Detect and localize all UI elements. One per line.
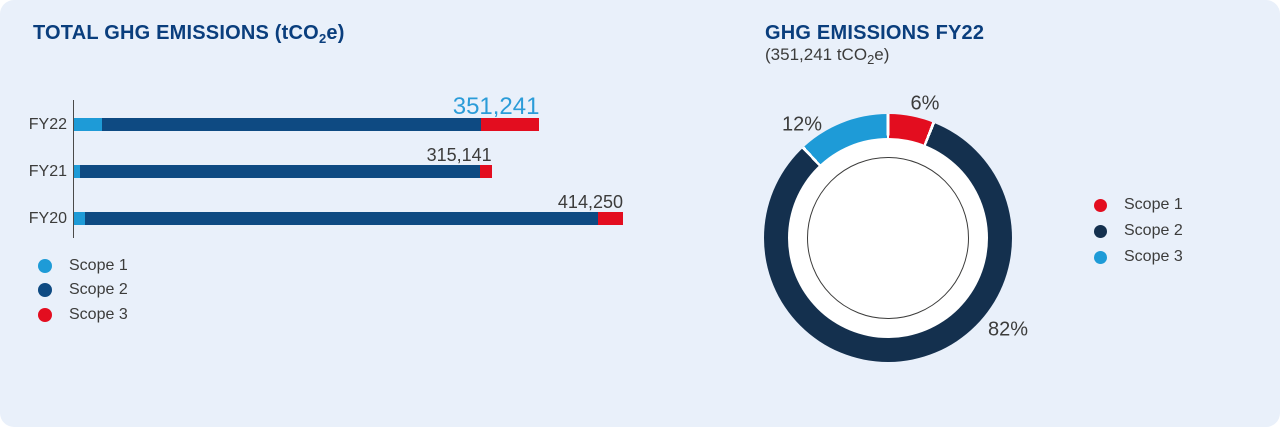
scope2-legend-dot-icon (38, 283, 52, 297)
stacked-bar-fy21 (74, 165, 492, 178)
donut-chart-subtitle: (351,241 tCO2e) (765, 45, 890, 67)
bar-chart-title: TOTAL GHG EMISSIONS (tCO2e) (33, 22, 345, 46)
legend-label: Scope 2 (1124, 222, 1183, 239)
stacked-bar-fy20 (74, 212, 623, 225)
legend-item-scope1: Scope 1 (1094, 196, 1183, 213)
bar-value-label: 414,250 (557, 192, 623, 212)
stacked-bar-fy22 (74, 118, 540, 131)
scope2-legend-dot-icon (1094, 224, 1107, 238)
legend-label: Scope 1 (1124, 196, 1183, 213)
bar-row-label: FY20 (28, 210, 67, 227)
bar-segment-scope3 (481, 118, 540, 131)
bar-segment-scope1 (74, 212, 85, 225)
legend-item-scope3: Scope 3 (1094, 248, 1183, 265)
bar-chart-legend: Scope 1 Scope 2 Scope 3 (38, 257, 238, 328)
bar-row-label: FY22 (28, 116, 67, 133)
bar-segment-scope1 (74, 118, 102, 131)
bar-segment-scope3 (597, 212, 623, 225)
legend-item-scope1: Scope 1 (38, 257, 128, 274)
bar-segment-scope2 (101, 118, 482, 131)
scope3-legend-dot-icon (38, 308, 52, 322)
legend-item-scope3: Scope 3 (38, 306, 128, 323)
legend-label: Scope 3 (1124, 248, 1183, 265)
scope3-legend-dot-icon (1094, 250, 1107, 264)
donut-label-scope3: 12% (781, 113, 823, 136)
legend-label: Scope 2 (69, 281, 128, 298)
legend-item-scope2: Scope 2 (38, 281, 128, 298)
donut-inner-outline-circle (807, 157, 969, 319)
donut-legend: Scope 1 Scope 2 Scope 3 (1094, 196, 1254, 267)
scope1-legend-dot-icon (38, 259, 52, 273)
legend-item-scope2: Scope 2 (1094, 222, 1183, 239)
bar-segment-scope2 (80, 165, 480, 178)
legend-label: Scope 3 (69, 306, 128, 323)
total-ghg-bar-chart: TOTAL GHG EMISSIONS (tCO2e) FY22 351,241 F… (28, 22, 623, 328)
bar-segment-scope3 (479, 165, 492, 178)
legend-label: Scope 1 (69, 257, 128, 274)
y-axis-line (73, 100, 74, 238)
donut-chart-title: GHG EMISSIONS FY22 (765, 22, 985, 44)
bar-row-label: FY21 (28, 163, 67, 180)
scope1-legend-dot-icon (1094, 198, 1107, 212)
bar-value-label: 315,141 (426, 145, 492, 165)
bar-value-label: 351,241 (452, 93, 540, 120)
donut-label-scope2: 82% (987, 318, 1029, 341)
bar-segment-scope2 (84, 212, 598, 225)
donut-label-scope1: 6% (910, 92, 940, 115)
bar-segment-scope1 (74, 165, 81, 178)
